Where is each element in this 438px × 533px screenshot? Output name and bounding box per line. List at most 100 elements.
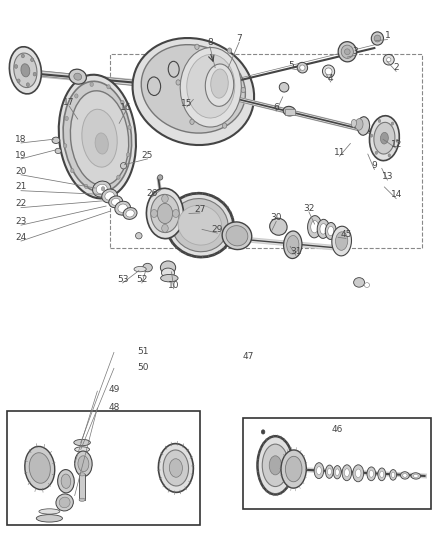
Ellipse shape [395,139,398,142]
Ellipse shape [371,32,383,45]
Ellipse shape [150,209,157,217]
Ellipse shape [310,221,318,233]
Ellipse shape [123,207,137,220]
Text: 16: 16 [120,103,131,112]
Text: 4: 4 [327,74,333,83]
Ellipse shape [166,193,233,257]
Ellipse shape [391,472,394,478]
Ellipse shape [189,119,194,125]
Text: 18: 18 [15,135,27,144]
Ellipse shape [126,152,130,157]
Bar [7,411,199,525]
Ellipse shape [337,42,356,62]
Ellipse shape [325,465,332,478]
Text: 6: 6 [273,103,279,112]
Ellipse shape [120,163,126,169]
Text: 11: 11 [333,148,344,157]
Ellipse shape [161,224,168,232]
Ellipse shape [268,456,281,475]
Ellipse shape [79,473,85,476]
Text: 8: 8 [207,38,212,47]
Ellipse shape [118,204,127,212]
Ellipse shape [65,116,68,120]
Ellipse shape [69,69,86,84]
Ellipse shape [327,227,333,236]
Ellipse shape [380,132,388,144]
Bar [284,109,294,115]
Ellipse shape [366,467,375,481]
Ellipse shape [74,439,90,446]
Ellipse shape [227,48,231,53]
Ellipse shape [369,116,399,160]
Ellipse shape [132,38,254,145]
Ellipse shape [26,83,29,86]
Ellipse shape [102,189,117,203]
Ellipse shape [354,118,362,130]
Ellipse shape [135,232,142,239]
Ellipse shape [297,62,307,73]
Ellipse shape [39,509,60,514]
Text: 49: 49 [108,385,119,394]
Ellipse shape [327,469,331,475]
Text: 21: 21 [15,182,27,191]
Ellipse shape [413,474,417,478]
Text: 46: 46 [331,425,342,434]
Text: 22: 22 [15,199,27,208]
Ellipse shape [261,430,264,434]
Text: 20: 20 [15,166,27,175]
Ellipse shape [353,278,364,287]
Ellipse shape [389,470,396,480]
Ellipse shape [390,122,393,125]
Ellipse shape [194,44,199,50]
Ellipse shape [180,47,241,127]
Ellipse shape [29,453,50,483]
Ellipse shape [14,53,37,87]
Ellipse shape [111,198,120,205]
Text: 15: 15 [180,99,192,108]
Ellipse shape [146,188,183,239]
Ellipse shape [368,470,373,477]
Ellipse shape [324,68,331,75]
Text: 31: 31 [290,247,301,256]
Ellipse shape [169,459,182,477]
Ellipse shape [161,195,168,203]
Ellipse shape [222,123,226,128]
Text: 5: 5 [288,61,294,69]
Text: 29: 29 [211,225,223,234]
Text: 52: 52 [136,274,147,284]
Ellipse shape [286,236,298,254]
Ellipse shape [150,195,179,232]
Text: 51: 51 [137,347,148,356]
Ellipse shape [410,473,420,479]
Ellipse shape [81,109,117,167]
Ellipse shape [160,261,175,274]
Ellipse shape [96,184,107,194]
Ellipse shape [210,69,228,98]
Ellipse shape [9,47,41,94]
Ellipse shape [163,450,188,486]
Ellipse shape [157,175,162,180]
Text: 48: 48 [108,402,119,411]
Ellipse shape [355,469,360,478]
Text: 30: 30 [270,213,281,222]
Bar [243,418,430,510]
Ellipse shape [55,148,61,154]
Text: 2: 2 [392,63,398,72]
Ellipse shape [222,222,251,249]
Ellipse shape [78,456,88,472]
Ellipse shape [402,473,406,477]
Ellipse shape [373,35,380,42]
Text: 24: 24 [15,233,27,242]
Text: 32: 32 [303,204,314,213]
Ellipse shape [283,231,301,259]
Ellipse shape [335,232,347,251]
Ellipse shape [56,494,73,511]
Text: 23: 23 [15,217,27,226]
Ellipse shape [331,226,351,256]
Ellipse shape [379,471,383,478]
Ellipse shape [205,64,233,107]
Ellipse shape [147,77,160,95]
Ellipse shape [106,85,110,89]
Text: 14: 14 [389,190,401,199]
Text: 19: 19 [15,151,27,160]
